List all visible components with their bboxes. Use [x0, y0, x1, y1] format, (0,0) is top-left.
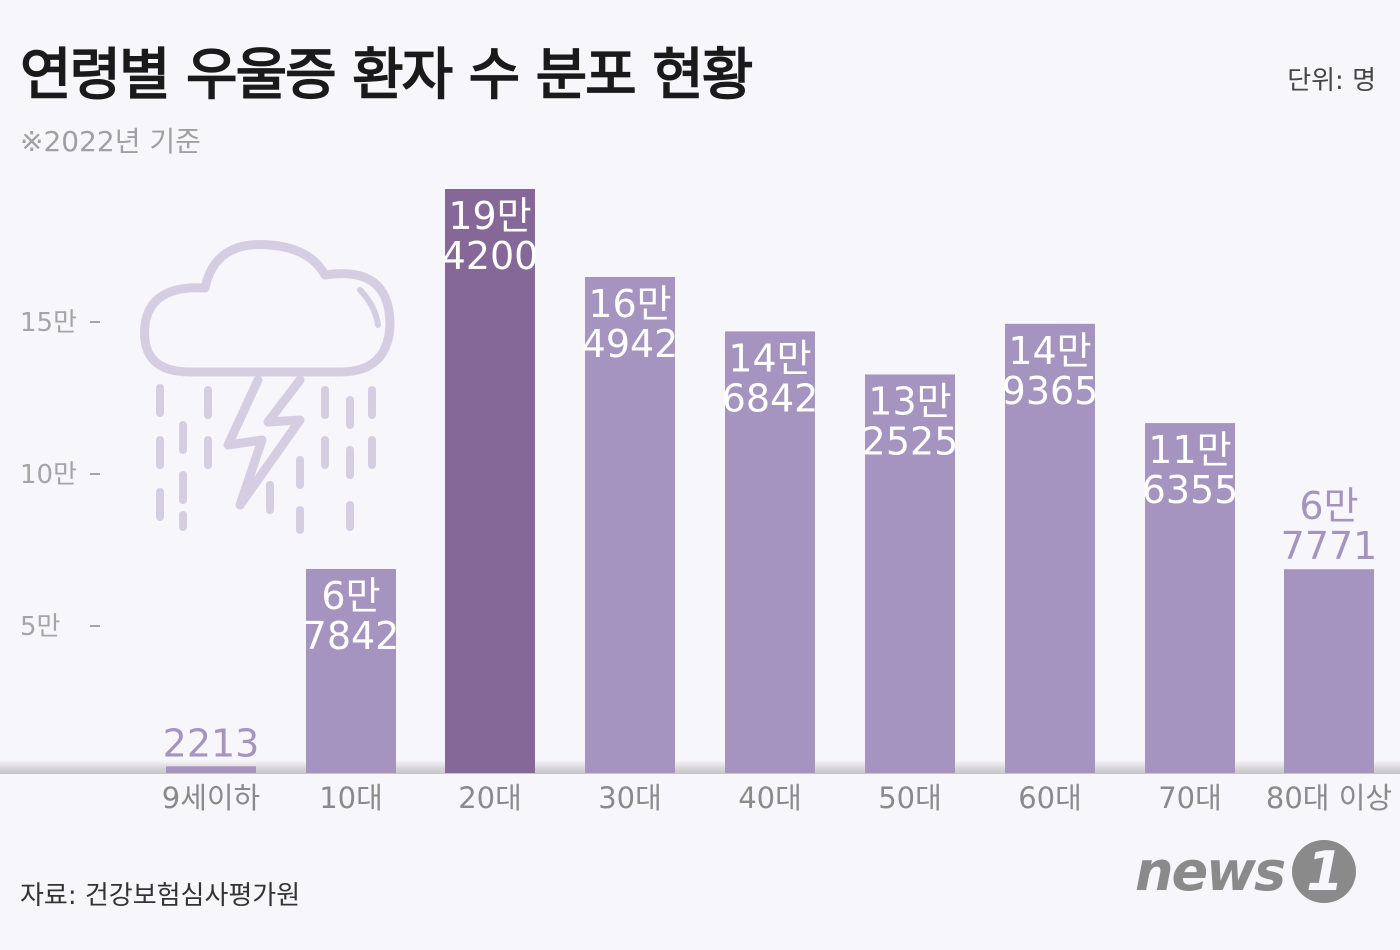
data-label: 6만 [1299, 484, 1358, 528]
data-label: 4200 [442, 234, 539, 278]
data-label: 19만 [448, 194, 531, 238]
data-label: 14만 [1008, 329, 1091, 373]
data-label: 13만 [868, 379, 951, 423]
data-label: 14만 [728, 336, 811, 380]
bar-60대 [1005, 323, 1095, 773]
x-tick-label: 10대 [319, 781, 383, 815]
x-tick-label: 9세이하 [162, 781, 261, 815]
data-label: 4942 [582, 322, 679, 366]
data-label: 7842 [303, 614, 400, 658]
x-tick-label: 40대 [738, 781, 802, 815]
bar-70대 [1145, 423, 1235, 773]
bar-20대 [445, 189, 535, 773]
data-label: 16만 [588, 282, 671, 326]
data-label: 11만 [1148, 428, 1231, 472]
data-label: 2213 [163, 721, 260, 765]
bar-10대 [306, 568, 396, 773]
x-tick-label: 80대 이상 [1266, 781, 1392, 815]
y-tick-label: 10만 [20, 460, 77, 490]
bar-50대 [865, 374, 955, 773]
data-label: 6355 [1142, 468, 1239, 512]
bar-80대 이상 [1284, 569, 1374, 773]
x-tick-label: 70대 [1158, 781, 1222, 815]
data-label: 6842 [722, 376, 819, 420]
bar-40대 [725, 331, 815, 773]
x-tick-label: 50대 [878, 781, 942, 815]
x-tick-label: 20대 [458, 781, 522, 815]
bar-9세이하 [166, 766, 256, 773]
subtitle: ※2022년 기준 [20, 125, 201, 158]
y-tick-label: 15만 [20, 308, 77, 338]
x-tick-label: 60대 [1018, 781, 1082, 815]
page-title: 연령별 우울증 환자 수 분포 현황 [20, 43, 753, 108]
data-label: 9365 [1002, 369, 1099, 413]
news1-logo: news 1 [1135, 840, 1356, 903]
data-label: 6만 [321, 574, 380, 618]
bar-30대 [585, 276, 675, 773]
data-label: 7771 [1281, 524, 1378, 568]
source-note: 자료: 건강보험심사평가원 [20, 881, 301, 911]
x-tick-label: 30대 [598, 781, 662, 815]
data-label: 2525 [862, 419, 959, 463]
y-tick-label: 5만 [20, 612, 60, 642]
rain-cloud-icon [140, 240, 395, 534]
unit-label: 단위: 명 [1287, 66, 1376, 96]
